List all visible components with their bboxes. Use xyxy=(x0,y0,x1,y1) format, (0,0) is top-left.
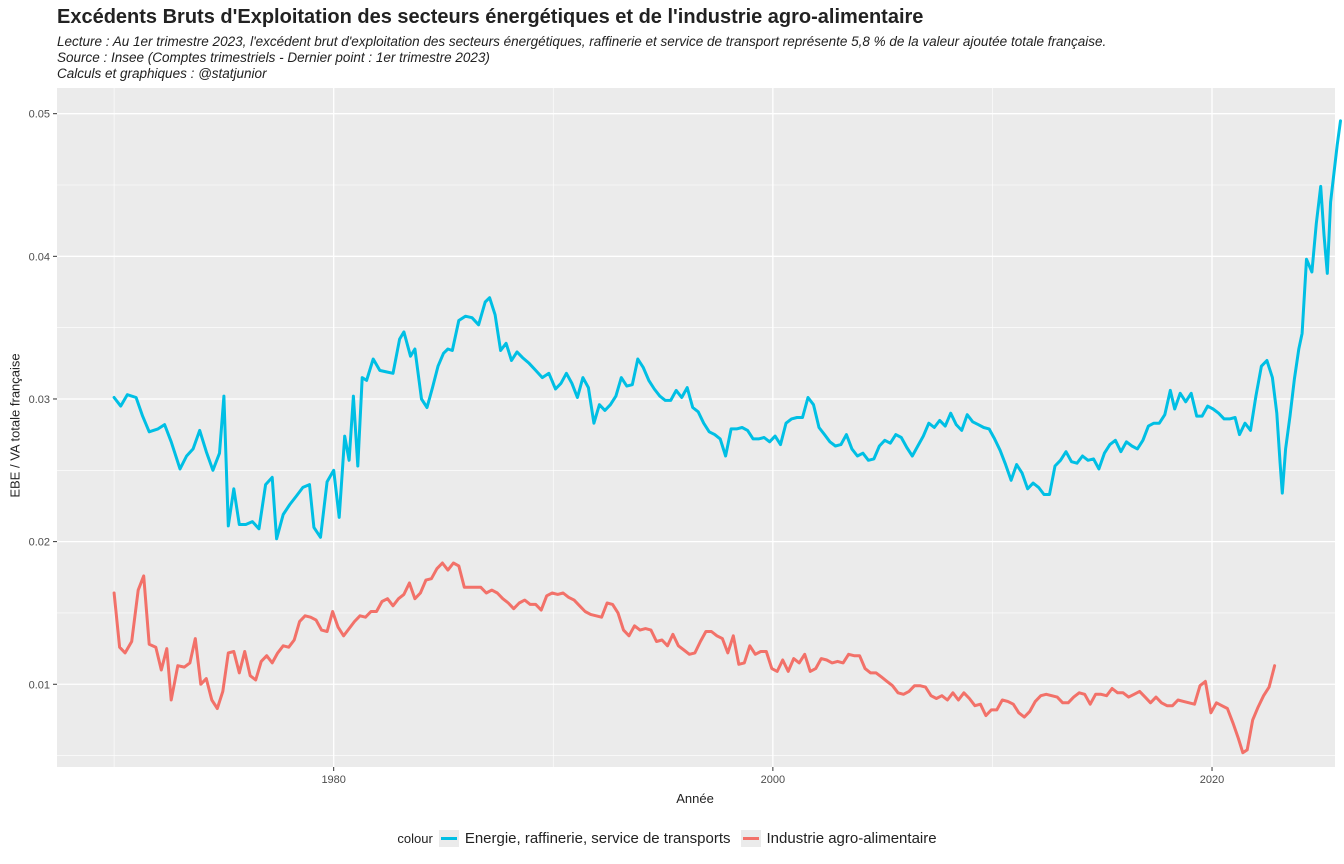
grid-major xyxy=(57,88,1335,767)
axis-layer: 1980 2000 2020 0.01 0.02 0.03 0.04 0.05 xyxy=(29,109,1225,786)
series-line-1 xyxy=(112,561,1277,755)
series-layer xyxy=(112,119,1342,755)
y-tick-label: 0.05 xyxy=(29,109,50,121)
y-tick-label: 0.04 xyxy=(29,251,50,263)
legend-key-agro xyxy=(740,830,761,847)
y-axis-title: EBE / VA totale française xyxy=(7,353,23,498)
legend-key-energie xyxy=(438,830,459,847)
y-tick-label: 0.02 xyxy=(29,537,50,549)
chart-title: Excédents Bruts d'Exploitation des secte… xyxy=(57,6,924,28)
legend-item-agro: Industrie agro-alimentaire xyxy=(740,830,937,847)
grid-minor xyxy=(57,88,1335,767)
x-tick-label: 1980 xyxy=(321,774,345,786)
legend-title: colour xyxy=(397,831,433,846)
legend-label-agro: Industrie agro-alimentaire xyxy=(766,830,937,847)
x-tick-label: 2020 xyxy=(1200,774,1224,786)
legend-item-energie: Energie, raffinerie, service de transpor… xyxy=(438,830,731,847)
chart-subtitle-lecture: Lecture : Au 1er trimestre 2023, l'excéd… xyxy=(57,34,1107,49)
chart-subtitle-source: Source : Insee (Comptes trimestriels - D… xyxy=(57,50,490,65)
y-tick-label: 0.01 xyxy=(29,679,50,691)
chart-subtitle-credits: Calculs et graphiques : @statjunior xyxy=(57,66,267,81)
series-line-0 xyxy=(112,119,1342,541)
x-tick-label: 2000 xyxy=(761,774,785,786)
legend: colour Energie, raffinerie, service de t… xyxy=(0,830,1344,847)
y-tick-label: 0.03 xyxy=(29,394,50,406)
x-axis-title: Année xyxy=(676,791,714,806)
legend-label-energie: Energie, raffinerie, service de transpor… xyxy=(464,830,731,847)
